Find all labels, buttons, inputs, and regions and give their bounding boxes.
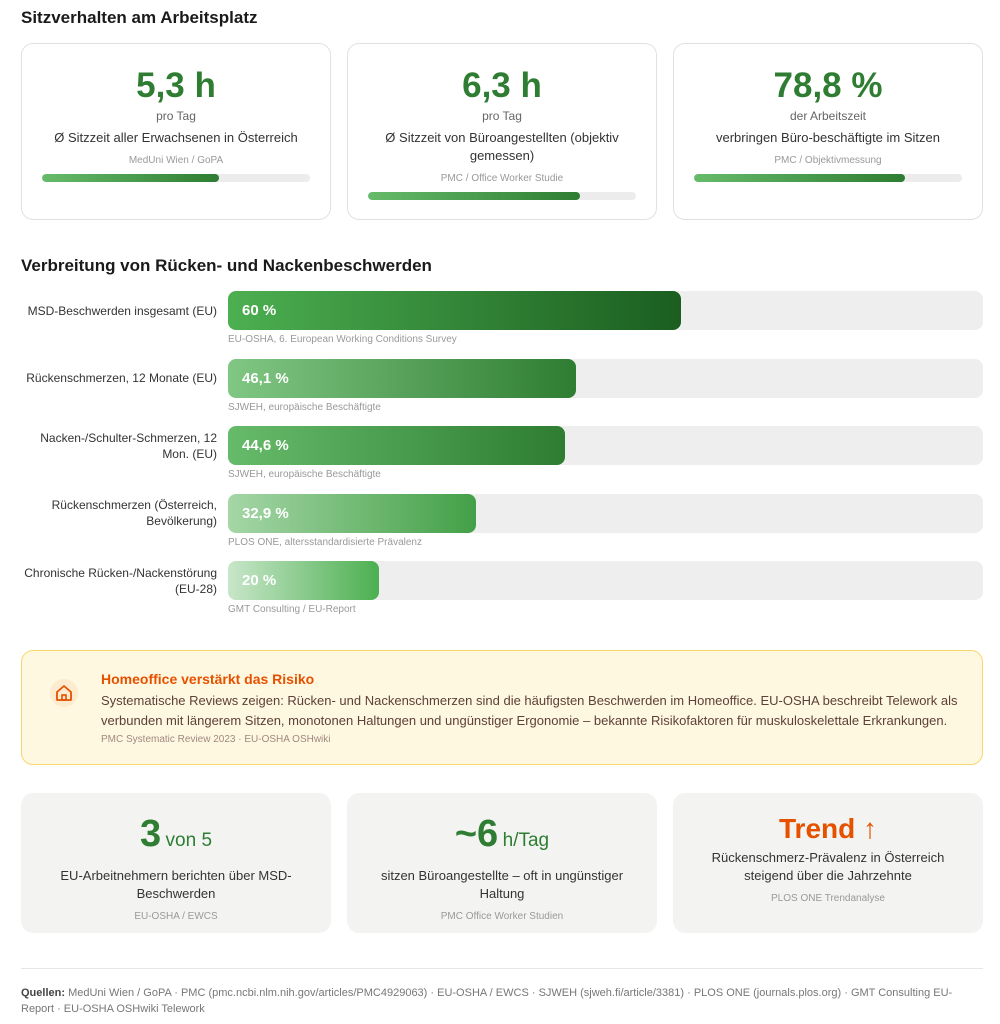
info-card: Trend ↑ Rückenschmerz-Prävalenz in Öster… — [673, 793, 983, 933]
bar-source: GMT Consulting / EU-Report — [228, 604, 356, 615]
info-description: EU-Arbeitnehmern berichten über MSD-Besc… — [60, 868, 292, 901]
stat-progress-fill — [694, 174, 906, 182]
bar: 44,6 % — [228, 426, 565, 465]
info-description: Rückenschmerz-Prävalenz in Österreich st… — [711, 850, 945, 883]
bar-source: EU-OSHA, 6. European Working Conditions … — [228, 334, 457, 345]
bar-source: SJWEH, europäische Beschäftigte — [228, 469, 381, 480]
stat-unit: der Arbeitszeit — [789, 109, 867, 123]
info-card: ~6 h/Tag sitzen Büroangestellte – oft in… — [347, 793, 657, 933]
stat-description: verbringen Büro-beschäftigte im Sitzen — [715, 130, 940, 145]
section-title-sitting: Sitzverhalten am Arbeitsplatz — [21, 8, 258, 27]
stat-unit: pro Tag — [156, 109, 196, 123]
bar: 32,9 % — [228, 493, 477, 533]
alert-text: Systematische Reviews zeigen: Rücken- un… — [101, 693, 958, 728]
stat-progress-fill — [368, 192, 580, 200]
bar-value-label: 46,1 % — [242, 369, 289, 387]
info-number: 3 — [139, 813, 162, 855]
alert-title: Homeoffice verstärkt das Risiko — [101, 671, 315, 687]
info-trend: Trend ↑ — [778, 813, 877, 844]
section-title-complaints: Verbreitung von Rücken- und Nackenbeschw… — [21, 256, 432, 275]
bar-value-label: 20 % — [242, 572, 277, 589]
bar-row: Nacken-/Schulter-Schmerzen, 12 Mon. (EU)… — [21, 426, 983, 486]
bar: 20 % — [228, 561, 379, 600]
info-description: sitzen Büroangestellte – oft in ungünsti… — [380, 868, 624, 901]
bar-track: 20 % — [228, 561, 983, 600]
info-number: ~6 — [454, 813, 499, 855]
stat-unit: pro Tag — [482, 109, 522, 123]
stat-progress-bar — [368, 192, 636, 200]
bar-value-label: 44,6 % — [242, 437, 289, 454]
bar-source: PLOS ONE, altersstandardisierte Prävalen… — [228, 536, 422, 548]
alert-icon-badge — [50, 679, 78, 707]
footer-text: MedUni Wien / GoPA · PMC (pmc.ncbi.nlm.n… — [21, 987, 953, 1015]
bar-category-label: MSD-Beschwerden insgesamt (EU) — [27, 303, 217, 318]
bar-track: 46,1 % — [228, 358, 983, 398]
stat-cards: 5,3 h pro Tag Ø Sitzzeit aller Erwachsen… — [21, 43, 983, 220]
bar-category-label: Rückenschmerzen, 12 Monate (EU) — [26, 371, 217, 385]
bar-category-label: Nacken-/Schulter-Schmerzen, 12 Mon. (EU) — [40, 430, 217, 461]
stat-source: PMC / Objektivmessung — [774, 155, 882, 166]
homeoffice-alert: Homeoffice verstärkt das Risiko Systemat… — [21, 650, 983, 765]
info-source: EU-OSHA / EWCS — [134, 911, 218, 922]
stat-progress-fill — [42, 174, 219, 182]
bar-category-label: Chronische Rücken-/Nackenstörung (EU-28) — [24, 565, 217, 596]
bar-row: Rückenschmerzen (Österreich, Bevölkerung… — [21, 493, 983, 554]
bar-value-label: 32,9 % — [242, 504, 289, 522]
bar-track: 60 % — [228, 291, 983, 330]
stat-progress-bar — [694, 174, 962, 182]
stat-value: 78,8 % — [773, 66, 883, 105]
footer-divider — [21, 968, 983, 969]
home-icon — [56, 685, 72, 701]
bar: 60 % — [228, 291, 681, 330]
info-cards: 3 von 5 EU-Arbeitnehmern berichten über … — [21, 793, 983, 933]
bar-category-label: Rückenschmerzen (Österreich, Bevölkerung… — [51, 498, 217, 528]
stat-card: 6,3 h pro Tag Ø Sitzzeit von Büroangeste… — [347, 43, 657, 220]
stat-source: MedUni Wien / GoPA — [128, 155, 224, 166]
bar-row: MSD-Beschwerden insgesamt (EU) 60 % EU-OSH… — [21, 291, 983, 351]
alert-source: PMC Systematic Review 2023 · EU-OSHA OSH… — [101, 734, 331, 745]
info-suffix: von 5 — [165, 830, 213, 851]
bar-track: 44,6 % — [228, 426, 983, 465]
stat-description: Ø Sitzzeit aller Erwachsenen in Österrei… — [54, 130, 298, 145]
info-suffix: h/Tag — [502, 830, 550, 851]
bar-source: SJWEH, europäische Beschäftigte — [228, 401, 381, 413]
stat-value: 5,3 h — [136, 66, 216, 105]
info-source: PLOS ONE Trendanalyse — [771, 893, 885, 904]
bar: 46,1 % — [228, 358, 577, 398]
info-source: PMC Office Worker Studien — [440, 911, 564, 922]
stat-progress-bar — [42, 174, 310, 182]
bar-row: Chronische Rücken-/Nackenstörung (EU-28)… — [21, 561, 983, 621]
info-card: 3 von 5 EU-Arbeitnehmern berichten über … — [21, 793, 331, 933]
stat-source: PMC / Office Worker Studie — [440, 173, 564, 184]
stat-card: 5,3 h pro Tag Ø Sitzzeit aller Erwachsen… — [21, 43, 331, 220]
stat-card: 78,8 % der Arbeitszeit verbringen Büro-b… — [673, 43, 983, 220]
footer-label: Quellen: — [21, 987, 66, 999]
stat-description: Ø Sitzzeit von Büroangestellten (objekti… — [385, 130, 619, 163]
bar-row: Rückenschmerzen, 12 Monate (EU) 46,1 % SJW… — [21, 358, 983, 419]
footer-sources: Quellen: MedUni Wien / GoPA · PMC (pmc.n… — [21, 985, 983, 1017]
bar-value-label: 60 % — [242, 302, 277, 319]
stat-value: 6,3 h — [462, 66, 542, 105]
bar-track: 32,9 % — [228, 493, 983, 533]
